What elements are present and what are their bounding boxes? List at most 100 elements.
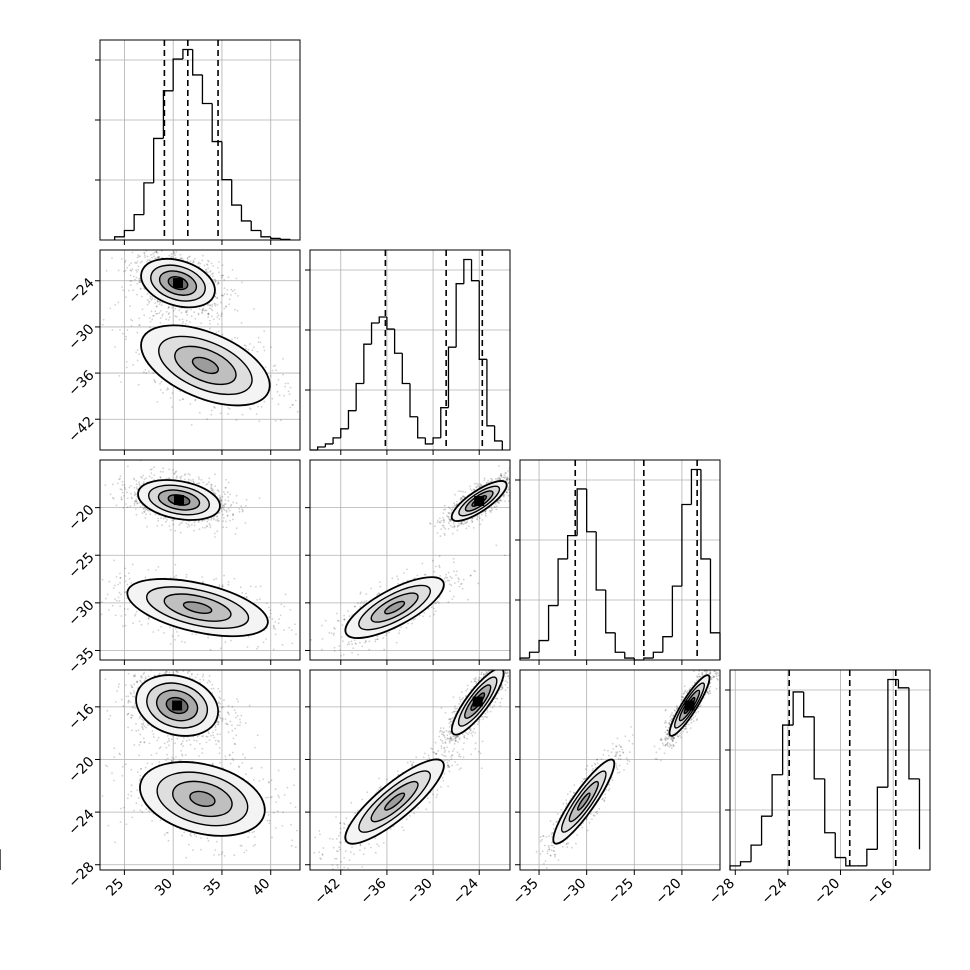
pair-3-1-point [121, 481, 124, 483]
pair-3-1-point [226, 491, 229, 494]
pair-3-1-point [171, 635, 174, 637]
pair-2-1-point [129, 284, 132, 287]
hist-3-bar [538, 639, 549, 653]
pair-2-1-point [138, 256, 140, 258]
pair-3-1-point [259, 585, 262, 588]
pair-3-1-point [157, 566, 160, 568]
pair-2-1-point [165, 318, 168, 321]
pair-2-1-point [288, 393, 291, 395]
pair-3-1-point [188, 474, 191, 476]
pair-2-1-point [170, 256, 172, 259]
pair-3-1-point [144, 576, 147, 579]
pair-2-1-point [148, 301, 150, 304]
pair-4-1-point [226, 723, 229, 726]
pair-3-1-point [283, 629, 285, 631]
pair-4-1-point [131, 685, 133, 688]
pair-4-1-point [130, 717, 133, 719]
pair-2-1-point [137, 268, 139, 271]
pair-3-1-point [169, 626, 171, 629]
pair-2-1-point [209, 322, 211, 325]
pair-3-1-point [227, 583, 230, 586]
pair-2-1-point [154, 380, 156, 383]
pair-2-1-point [136, 256, 139, 259]
pair-2-1-point [129, 269, 132, 272]
pair-4-1-point [217, 723, 220, 726]
pair-4-1-point [127, 701, 130, 704]
pair-2-1-point [125, 296, 127, 298]
pair-3-1-point [133, 486, 136, 489]
pair-4-1-point [217, 687, 220, 690]
hist-4-x-tick-label: −28 [706, 876, 738, 908]
pair-2-1-point [186, 256, 189, 259]
pair-4-1-point [158, 672, 161, 675]
hist-3-bar [700, 469, 711, 560]
pair-3-1-point [209, 526, 212, 529]
pair-3-1-point [242, 509, 244, 512]
pair-4-1-point [228, 713, 231, 716]
hist-1-bar [162, 90, 174, 139]
pair-3-1-point [133, 502, 136, 505]
pair-4-1-point [165, 670, 168, 673]
pair-2-1-point [222, 294, 225, 297]
pair-3-1-point [142, 507, 145, 509]
pair-3-1-point [157, 629, 160, 631]
pair-3-1-point [198, 478, 201, 480]
pair-4-1-point [143, 671, 146, 674]
pair-2-1-point [294, 399, 297, 402]
hist-1-bar [201, 74, 213, 105]
pair-2-1-point [223, 307, 226, 310]
pair-2-1-point [149, 320, 152, 323]
pair-3-1-point [165, 477, 168, 480]
pair-3-1-point [174, 638, 177, 641]
pair-4-1-point [190, 673, 193, 676]
pair-2-1-point [263, 400, 266, 403]
pair-4-1-point [133, 690, 135, 692]
pair-3-1-point [198, 528, 201, 531]
hist-4-bar [908, 687, 920, 780]
pair-4-1-point [135, 730, 138, 732]
pair-3-1-point [225, 509, 228, 512]
pair-3-1-point [220, 510, 223, 512]
pair-2-1-point [237, 295, 239, 297]
pair-3-1-point [156, 525, 159, 527]
hist-4-bar [771, 774, 783, 817]
pair-3-1-point [119, 488, 122, 491]
pair-3-1-point [227, 507, 230, 510]
pair-2-1-point [165, 241, 167, 243]
pair-3-1-point [153, 466, 155, 469]
pair-2-1-point [161, 313, 164, 316]
pair-4-1-point [167, 657, 169, 659]
pair-2-1-point [199, 262, 202, 265]
pair-4-1-point [219, 710, 221, 713]
pair-3-1-point [175, 574, 178, 577]
pair-2-1-point [230, 288, 233, 291]
pair-3-1-point [111, 604, 114, 607]
pair-2-1-point [174, 307, 177, 310]
pair-3-1-point [141, 504, 144, 507]
pair-2-1-point [256, 350, 259, 353]
hist-3-bar [671, 585, 682, 637]
pair-2-1-y-tick-label: −36 [65, 367, 97, 399]
pair-3-1-y-tick-label: −35 [65, 645, 97, 677]
pair-2-1-point [277, 378, 280, 381]
pair-4-1-point [122, 705, 125, 708]
pair-2-1-point [117, 301, 120, 304]
hist-2-bar [401, 353, 410, 385]
hist-2-bar [447, 346, 457, 408]
pair-2-1-point [159, 389, 162, 391]
pair-3-1-point [101, 601, 103, 604]
pair-3-1-point [119, 577, 122, 579]
pair-4-1-point [219, 717, 222, 720]
pair-2-1-point [193, 311, 196, 314]
hist-2-bar [440, 407, 449, 438]
pair-2-1-point [131, 319, 134, 322]
pair-3-1-point [188, 525, 191, 527]
pair-4-1-point [214, 726, 217, 728]
pair-4-1-point [234, 716, 237, 719]
pair-2-1-point [201, 309, 204, 311]
pair-4-1-point [142, 722, 145, 724]
pair-3-1-point [221, 504, 224, 507]
pair-3-1-point [214, 493, 217, 495]
pair-2-1-point [171, 392, 174, 394]
pair-3-1-point [208, 477, 211, 480]
